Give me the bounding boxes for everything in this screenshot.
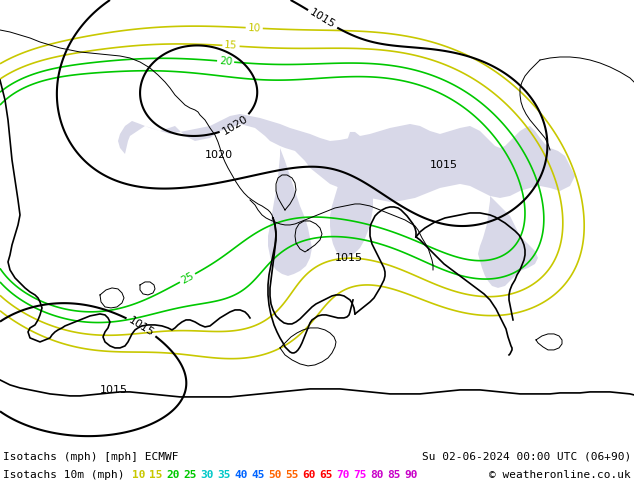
Text: 75: 75 — [353, 470, 366, 480]
Text: 70: 70 — [336, 470, 349, 480]
Text: 1015: 1015 — [430, 160, 458, 170]
Text: 60: 60 — [302, 470, 316, 480]
Text: 1020: 1020 — [221, 113, 250, 137]
Text: 45: 45 — [251, 470, 264, 480]
Text: Isotachs (mph) [mph] ECMWF: Isotachs (mph) [mph] ECMWF — [3, 452, 179, 462]
Text: 25: 25 — [179, 270, 196, 286]
Text: 1015: 1015 — [127, 315, 156, 338]
Text: 1015: 1015 — [335, 253, 363, 263]
Text: 10: 10 — [132, 470, 145, 480]
Text: 85: 85 — [387, 470, 401, 480]
Text: 1015: 1015 — [100, 385, 128, 395]
Text: 40: 40 — [234, 470, 247, 480]
Text: 20: 20 — [166, 470, 179, 480]
Text: 80: 80 — [370, 470, 384, 480]
Text: 65: 65 — [319, 470, 332, 480]
Text: 15: 15 — [149, 470, 162, 480]
Text: 25: 25 — [183, 470, 197, 480]
Text: © weatheronline.co.uk: © weatheronline.co.uk — [489, 470, 631, 480]
Polygon shape — [268, 148, 312, 276]
Text: 20: 20 — [219, 56, 233, 67]
Text: 1015: 1015 — [308, 7, 337, 30]
Polygon shape — [478, 196, 538, 288]
Text: 35: 35 — [217, 470, 231, 480]
Text: Su 02-06-2024 00:00 UTC (06+90): Su 02-06-2024 00:00 UTC (06+90) — [422, 452, 631, 462]
Text: 30: 30 — [200, 470, 214, 480]
Text: 90: 90 — [404, 470, 418, 480]
Text: 1020: 1020 — [205, 150, 233, 160]
Text: 10: 10 — [247, 23, 261, 33]
Polygon shape — [330, 132, 373, 258]
Polygon shape — [118, 114, 575, 202]
Text: 15: 15 — [224, 41, 238, 51]
Text: 50: 50 — [268, 470, 281, 480]
Text: 55: 55 — [285, 470, 299, 480]
Text: Isotachs 10m (mph): Isotachs 10m (mph) — [3, 470, 124, 480]
